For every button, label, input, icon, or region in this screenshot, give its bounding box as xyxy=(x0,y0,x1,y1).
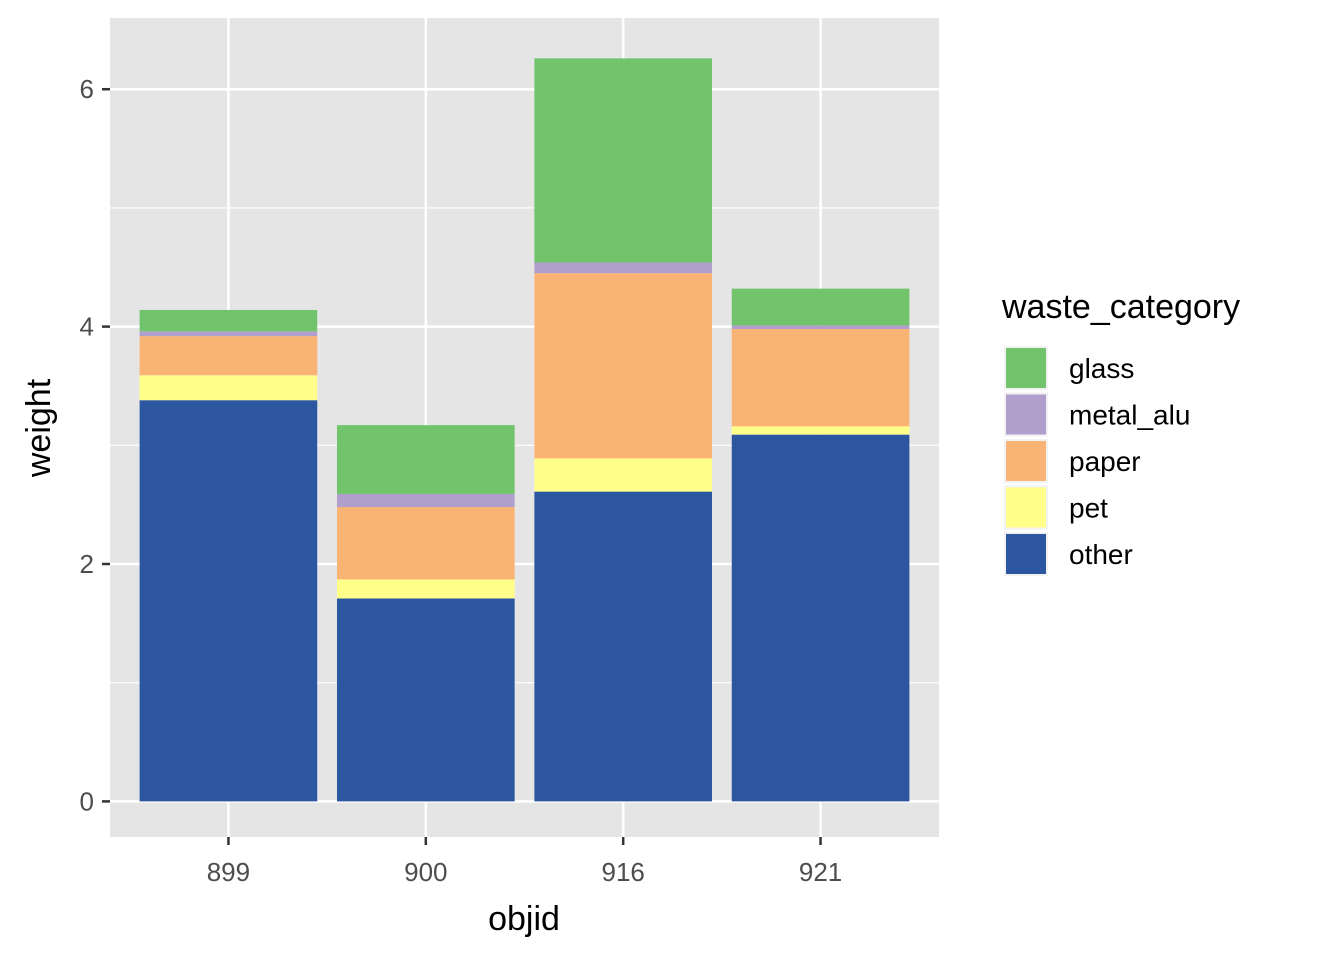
bar-segment-916-other xyxy=(534,491,713,802)
legend-label-paper: paper xyxy=(1069,446,1141,477)
legend-label-other: other xyxy=(1069,539,1133,570)
bar-segment-899-paper xyxy=(139,336,318,376)
bar-segment-921-metal_alu xyxy=(731,325,910,329)
legend-label-glass: glass xyxy=(1069,353,1134,384)
bar-segment-899-metal_alu xyxy=(139,331,318,337)
bar-segment-916-metal_alu xyxy=(534,262,713,274)
bar-segment-916-pet xyxy=(534,458,713,492)
x-tick-label: 899 xyxy=(207,857,250,887)
bar-segment-921-glass xyxy=(731,288,910,326)
legend-swatch-paper xyxy=(1006,441,1046,481)
y-axis-title: weight xyxy=(20,378,58,478)
legend-swatch-pet xyxy=(1006,487,1046,528)
bars-group xyxy=(139,58,910,802)
bar-segment-900-glass xyxy=(336,425,515,494)
legend-swatch-metal_alu xyxy=(1006,394,1046,435)
x-tick-label: 900 xyxy=(404,857,447,887)
x-axis-title: objid xyxy=(488,900,560,938)
legend-swatch-glass xyxy=(1006,348,1046,388)
legend-label-pet: pet xyxy=(1069,493,1108,524)
y-tick-label: 4 xyxy=(80,312,94,342)
bar-segment-900-paper xyxy=(336,507,515,580)
x-tick-label: 916 xyxy=(601,857,644,887)
bar-segment-916-paper xyxy=(534,273,713,459)
bar-segment-900-other xyxy=(336,598,515,802)
legend-swatch-other xyxy=(1006,534,1046,574)
bar-segment-900-metal_alu xyxy=(336,493,515,508)
bar-segment-900-pet xyxy=(336,579,515,599)
y-axis: 0 2 4 6 xyxy=(80,74,110,816)
bar-segment-921-pet xyxy=(731,426,910,435)
bar-segment-921-paper xyxy=(731,328,910,427)
bar-segment-899-glass xyxy=(139,309,318,332)
y-tick-label: 2 xyxy=(80,549,94,579)
bar-segment-921-other xyxy=(731,434,910,802)
bar-segment-899-pet xyxy=(139,375,318,401)
legend-title: waste_category xyxy=(1001,288,1240,326)
bar-segment-916-glass xyxy=(534,58,713,263)
x-axis: 899 900 916 921 xyxy=(207,837,842,887)
legend-label-metal_alu: metal_alu xyxy=(1069,400,1190,431)
bar-segment-899-other xyxy=(139,400,318,802)
y-tick-label: 0 xyxy=(80,786,94,816)
y-tick-label: 6 xyxy=(80,74,94,104)
x-tick-label: 921 xyxy=(799,857,842,887)
